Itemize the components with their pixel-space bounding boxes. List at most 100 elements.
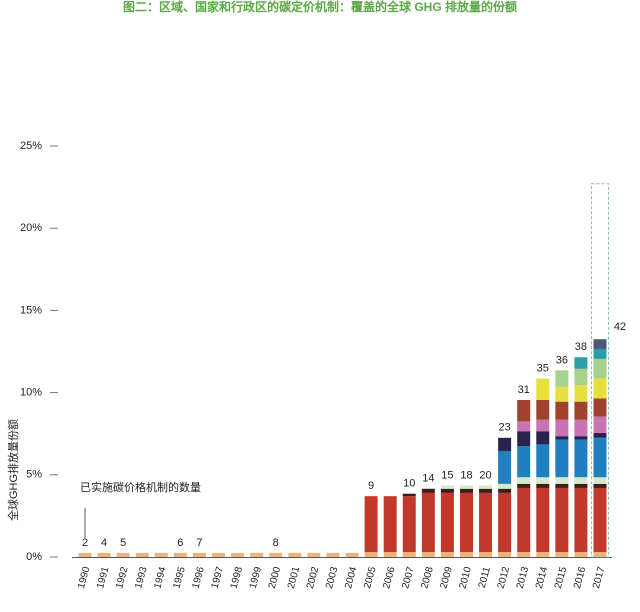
bar-segment (593, 432, 607, 438)
count-label: 38 (575, 341, 587, 353)
bar-segment (555, 487, 569, 553)
count-label: 20 (479, 469, 491, 481)
x-tick-label: 2009 (438, 565, 454, 590)
count-label: 7 (196, 537, 202, 549)
bar-segment (402, 493, 416, 497)
bar-segment (421, 552, 435, 557)
count-label: 42 (614, 321, 626, 333)
bar-segment (326, 552, 340, 557)
bar-segment (593, 487, 607, 553)
count-label: 10 (403, 478, 415, 490)
bar-segment (421, 488, 435, 493)
bar-segment (440, 492, 454, 553)
bar-segment (517, 552, 531, 557)
bar-segment (479, 488, 493, 493)
bar-segment (555, 386, 569, 402)
bar-segment (536, 552, 550, 557)
x-tick-label: 2017 (591, 565, 607, 590)
x-tick-label: 1993 (133, 565, 149, 590)
bar-segment (383, 552, 397, 557)
y-tick-label: 10% (20, 387, 42, 399)
bar-segment (212, 552, 226, 557)
bar-segment (517, 483, 531, 488)
bar-segment (440, 488, 454, 493)
x-tick-label: 2005 (362, 565, 378, 590)
bar-segment (536, 378, 550, 400)
x-tick-label: 2007 (400, 565, 416, 590)
bar-segment (555, 436, 569, 440)
bar-segment (498, 552, 512, 557)
x-tick-label: 1995 (171, 565, 187, 590)
bar-segment (498, 450, 512, 484)
count-label: 23 (499, 422, 511, 434)
bar-segment (536, 483, 550, 488)
x-tick-label: 1997 (210, 565, 226, 590)
count-label: 15 (441, 469, 453, 481)
bar-segment (593, 358, 607, 379)
bar-segment (593, 416, 607, 433)
bar-segment (517, 487, 531, 553)
bar-segment (536, 444, 550, 478)
bar-segment (555, 552, 569, 557)
annotation: 已实施碳价格机制的数量 (80, 480, 201, 494)
count-label: 35 (537, 363, 549, 375)
bar-segment (574, 357, 588, 369)
bar-segment (555, 477, 569, 484)
bar-segment (459, 552, 473, 557)
count-label: 31 (518, 384, 530, 396)
bar-segment (517, 477, 531, 484)
bar-segment (555, 439, 569, 478)
bar-segment (116, 552, 130, 557)
count-label: 5 (120, 537, 126, 549)
y-tick-label: 5% (26, 469, 42, 481)
bar-segment (593, 483, 607, 488)
bar-segment (440, 485, 454, 489)
bar-segment (78, 552, 92, 557)
count-label: 4 (101, 537, 107, 549)
bar-segment (593, 437, 607, 478)
bar-segment (421, 492, 435, 553)
bar-segment (574, 487, 588, 553)
bar-segment (154, 552, 168, 557)
y-tick-label: 25% (20, 140, 42, 152)
bar-segment (173, 552, 187, 557)
bar-segment (593, 552, 607, 557)
bar-segment (574, 477, 588, 484)
bar-segment (459, 492, 473, 553)
bar-segment (288, 552, 302, 557)
x-tick-label: 1990 (76, 565, 92, 590)
x-tick-label: 2012 (496, 565, 512, 590)
bar-segment (345, 552, 359, 557)
chart-title: 图二：区域、国家和行政区的碳定价机制：覆盖的全球 GHG 排放量的份额 (123, 0, 517, 14)
x-tick-label: 2001 (286, 565, 302, 590)
bar-segment (498, 437, 512, 451)
y-tick-label: 15% (20, 304, 42, 316)
count-label: 36 (556, 354, 568, 366)
bar-segment (517, 399, 531, 422)
bar-segment (479, 492, 493, 553)
count-label: 14 (422, 473, 434, 485)
bar-segment (440, 552, 454, 557)
bar-segment (498, 483, 512, 489)
count-label: 18 (460, 469, 472, 481)
bar-segment (97, 552, 111, 557)
bar-segment (192, 552, 206, 557)
bar-segment (364, 552, 378, 557)
x-tick-label: 2013 (515, 565, 531, 590)
y-tick-label: 0% (26, 551, 42, 563)
bar-segment (555, 370, 569, 387)
x-tick-label: 2008 (419, 565, 435, 590)
bar-segment (517, 446, 531, 478)
x-tick-label: 1996 (191, 565, 207, 590)
bar-segment (536, 477, 550, 484)
y-axis-label: 全球GHG排放量份额 (6, 419, 20, 521)
x-tick-label: 2000 (267, 565, 283, 590)
bar-segment (555, 483, 569, 488)
bar-segment (574, 368, 588, 386)
x-tick-label: 1998 (229, 565, 245, 590)
bar-segment (479, 485, 493, 489)
bar-segment (593, 398, 607, 417)
x-tick-label: 1999 (248, 565, 264, 590)
bar-segment (402, 552, 416, 557)
bar-segment (517, 431, 531, 447)
